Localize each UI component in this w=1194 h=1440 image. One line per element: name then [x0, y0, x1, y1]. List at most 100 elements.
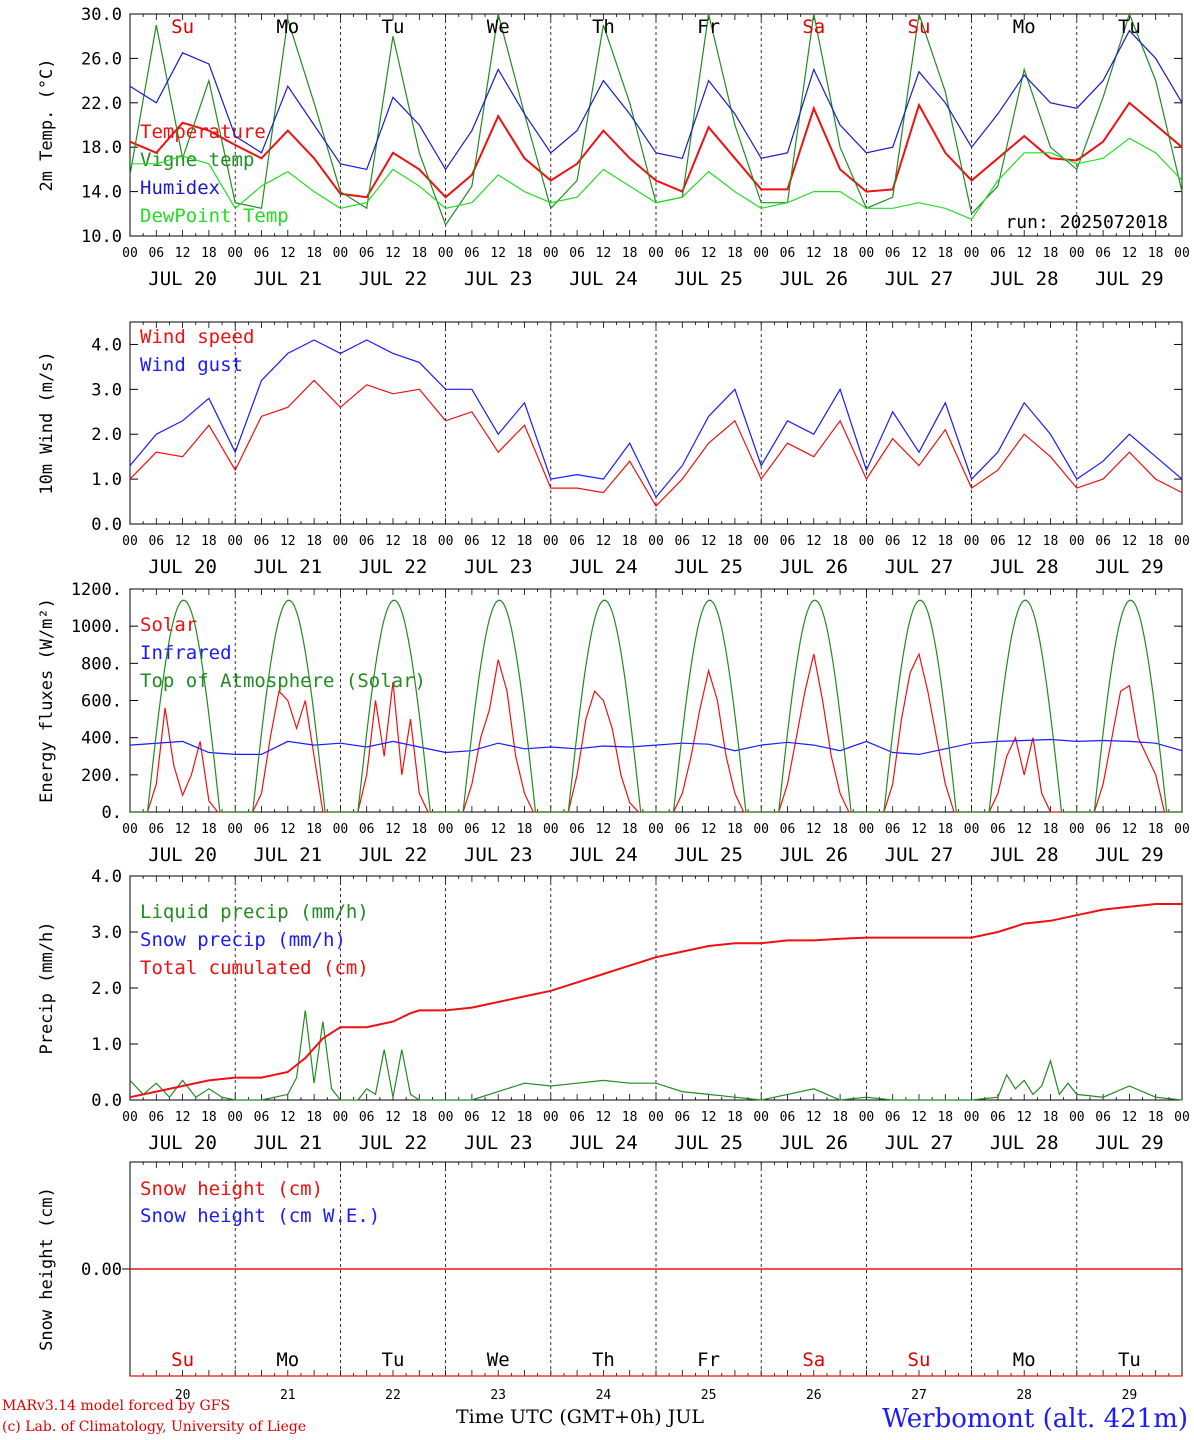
hour-tick-label: 00 — [753, 1110, 769, 1125]
hour-tick-label: 12 — [911, 246, 927, 261]
hour-tick-label: 00 — [648, 534, 664, 549]
panel-temp: 10.0 14.0 18.0 22.0 26.0 30.0 2m Temp. (°C) 00 0… — [37, 5, 1190, 290]
hour-tick-label: 12 — [175, 534, 191, 549]
y-axis-label: 10m Wind (m/s) — [37, 351, 57, 494]
hour-tick-label: 00 — [333, 246, 349, 261]
y-tick-label: 0.0 — [91, 1091, 122, 1111]
weekday-label: Su — [908, 16, 931, 38]
hour-tick-label: 00 — [859, 534, 875, 549]
hour-tick-label: 12 — [701, 822, 717, 837]
legend-entry: Snow height (cm W.E.) — [140, 1205, 380, 1227]
date-label: JUL 23 — [464, 556, 533, 578]
hour-tick-label: 06 — [254, 822, 270, 837]
date-label: JUL 20 — [148, 556, 217, 578]
hour-tick-label: 18 — [517, 822, 533, 837]
hour-tick-label: 06 — [148, 246, 164, 261]
hour-tick-label: 00 — [1069, 1110, 1085, 1125]
hour-tick-label: 00 — [543, 534, 559, 549]
date-label: JUL 27 — [885, 268, 954, 290]
hour-tick-label: 00 — [648, 822, 664, 837]
hour-tick-label: 18 — [622, 1110, 638, 1125]
day-number-label: 28 — [1016, 1388, 1032, 1403]
weekday-label: Mo — [276, 1349, 299, 1371]
day-number-label: 25 — [701, 1388, 717, 1403]
hour-tick-label: 18 — [201, 534, 217, 549]
date-label: JUL 29 — [1095, 1132, 1164, 1154]
date-label: JUL 20 — [148, 268, 217, 290]
hour-tick-label: 06 — [885, 246, 901, 261]
hour-tick-label: 18 — [306, 1110, 322, 1125]
day-number-label: 23 — [490, 1388, 506, 1403]
hour-tick-label: 00 — [964, 246, 980, 261]
legend-entry: Wind gust — [140, 354, 243, 376]
date-label: JUL 23 — [464, 1132, 533, 1154]
hour-tick-label: 18 — [201, 1110, 217, 1125]
hour-tick-label: 06 — [464, 534, 480, 549]
y-tick-label: 4.0 — [91, 335, 122, 355]
hour-tick-label: 12 — [596, 822, 612, 837]
hour-tick-label: 12 — [1122, 246, 1138, 261]
hour-tick-label: 18 — [306, 822, 322, 837]
weekday-label: Fr — [697, 16, 720, 38]
weekday-label: Sa — [802, 16, 825, 38]
x-axis-title: Time UTC (GMT+0h) JUL — [456, 1406, 704, 1428]
series-line-liquid-precip-mm-h- — [129, 1010, 1183, 1101]
date-label: JUL 21 — [253, 268, 322, 290]
hour-tick-label: 06 — [780, 1110, 796, 1125]
weekday-label: Fr — [697, 1349, 720, 1371]
weekday-label: Mo — [1013, 1349, 1036, 1371]
weekday-label: Tu — [1118, 16, 1141, 38]
hour-tick-label: 00 — [859, 822, 875, 837]
hour-tick-label: 00 — [227, 246, 243, 261]
hour-tick-label: 06 — [359, 1110, 375, 1125]
hour-tick-label: 06 — [674, 534, 690, 549]
hour-tick-label: 18 — [306, 246, 322, 261]
y-tick-label: 0.00 — [81, 1260, 122, 1280]
hour-tick-label: 18 — [622, 246, 638, 261]
day-number-label: 22 — [385, 1388, 401, 1403]
hour-tick-label: 06 — [674, 822, 690, 837]
hour-tick-label: 06 — [1095, 1110, 1111, 1125]
legend-entry: Liquid precip (mm/h) — [140, 901, 369, 923]
hour-tick-label: 12 — [596, 246, 612, 261]
weekday-label: Sa — [802, 1349, 825, 1371]
hour-tick-label: 18 — [517, 534, 533, 549]
hour-tick-label: 18 — [201, 822, 217, 837]
hour-tick-label: 00 — [1069, 246, 1085, 261]
weekday-label: Th — [592, 1349, 615, 1371]
hour-tick-label: 18 — [1043, 822, 1059, 837]
hour-tick-label: 06 — [569, 822, 585, 837]
hour-tick-label: 00 — [227, 1110, 243, 1125]
hour-tick-label: 06 — [780, 246, 796, 261]
date-label: JUL 25 — [674, 268, 743, 290]
day-number-label: 27 — [911, 1388, 927, 1403]
hour-tick-label: 00 — [122, 1110, 138, 1125]
hour-tick-label: 18 — [411, 822, 427, 837]
weekday-label: We — [487, 1349, 510, 1371]
y-axis-label: Snow height (cm) — [37, 1187, 57, 1351]
hour-tick-label: 00 — [1174, 822, 1190, 837]
hour-tick-label: 18 — [1148, 822, 1164, 837]
day-number-label: 26 — [806, 1388, 822, 1403]
hour-tick-label: 18 — [1043, 534, 1059, 549]
date-label: JUL 22 — [359, 1132, 428, 1154]
hour-tick-label: 00 — [543, 822, 559, 837]
hour-tick-label: 12 — [490, 1110, 506, 1125]
y-tick-label: 14.0 — [81, 183, 122, 203]
hour-tick-label: 12 — [280, 534, 296, 549]
y-tick-label: 22.0 — [81, 94, 122, 114]
legend-entry: Wind speed — [140, 326, 254, 348]
y-tick-label: 2.0 — [91, 425, 122, 445]
series-line-total-cumulated-cm- — [129, 903, 1182, 1099]
hour-tick-label: 00 — [227, 534, 243, 549]
hour-tick-label: 06 — [148, 822, 164, 837]
series-line-wind-speed — [129, 379, 1183, 507]
hour-tick-label: 12 — [175, 1110, 191, 1125]
hour-tick-label: 18 — [832, 822, 848, 837]
panel-wind: 0.0 1.0 2.0 3.0 4.0 10m Wind (m/s) 00 06 12 18 JUL… — [37, 321, 1190, 578]
date-label: JUL 22 — [359, 556, 428, 578]
y-tick-label: 3.0 — [91, 380, 122, 400]
hour-tick-label: 00 — [964, 534, 980, 549]
hour-tick-label: 00 — [1174, 1110, 1190, 1125]
hour-tick-label: 12 — [175, 822, 191, 837]
